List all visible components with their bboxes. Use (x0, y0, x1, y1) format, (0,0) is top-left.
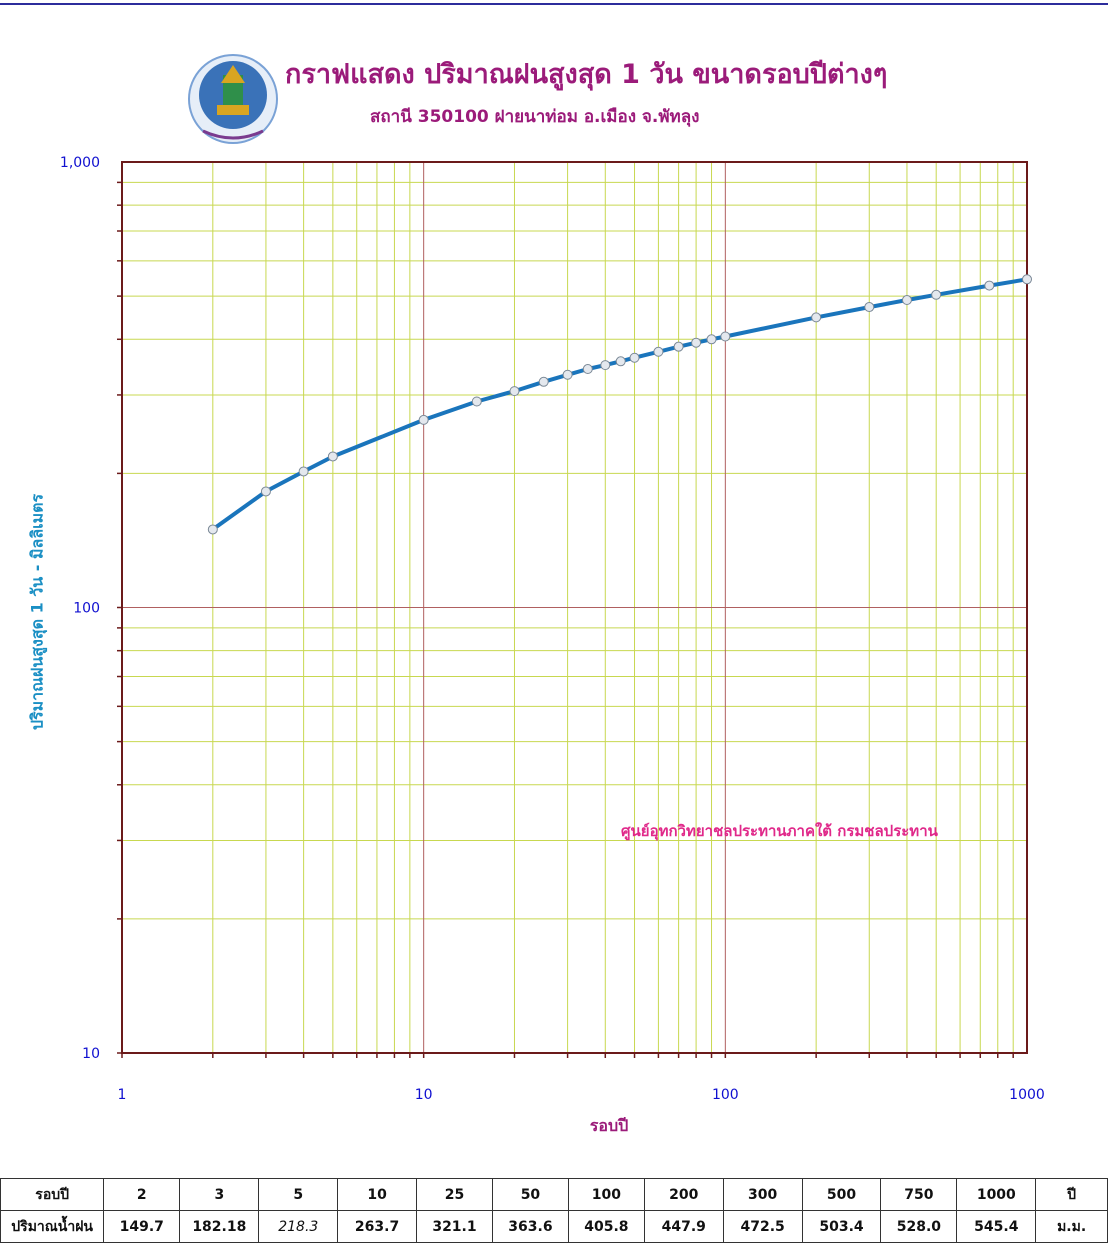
data-point (616, 357, 625, 366)
table-cell: 218.3 (259, 1211, 338, 1243)
data-point (328, 452, 337, 461)
data-point (630, 353, 639, 362)
data-point (261, 487, 270, 496)
table-cell: 3 (180, 1179, 259, 1211)
data-point (539, 377, 548, 386)
data-point (472, 397, 481, 406)
data-point (865, 303, 874, 312)
table-cell: 503.4 (802, 1211, 881, 1243)
return-period-chart: 1 10 100 1000 10 100 1,000 (0, 140, 1108, 1100)
data-point (601, 361, 610, 370)
table-row-rainfall: ปริมาณน้ำฝน 149.7 182.18 218.3 263.7 321.1 363… (1, 1211, 1108, 1243)
top-rule (0, 3, 1108, 5)
table-cell: 1000 (957, 1179, 1036, 1211)
data-point (208, 525, 217, 534)
data-point (419, 415, 428, 424)
table-cell: 300 (723, 1179, 802, 1211)
table-cell: 263.7 (338, 1211, 417, 1243)
data-point (985, 281, 994, 290)
data-point (583, 365, 592, 374)
table-cell: 363.6 (492, 1211, 568, 1243)
table-cell: 2 (104, 1179, 180, 1211)
table-cell: 100 (568, 1179, 644, 1211)
data-point (1023, 275, 1032, 284)
table-cell: 10 (338, 1179, 417, 1211)
table-cell: 182.18 (180, 1211, 259, 1243)
data-point (563, 370, 572, 379)
table-row-header: ปริมาณน้ำฝน (1, 1211, 104, 1243)
table-cell: ม.ม. (1036, 1211, 1108, 1243)
table-cell: 405.8 (568, 1211, 644, 1243)
table-cell: 528.0 (881, 1211, 957, 1243)
x-tick-label: 1 (118, 1087, 127, 1100)
y-axis-label: ปริมาณฝนสูงสุด 1 วัน - มิลลิเมตร (26, 494, 51, 730)
x-tick-label: 10 (415, 1087, 433, 1100)
table-cell: 500 (802, 1179, 881, 1211)
table-cell: ปี (1036, 1179, 1108, 1211)
y-tick-label: 10 (82, 1046, 100, 1062)
data-point (902, 296, 911, 305)
table-cell: 149.7 (104, 1211, 180, 1243)
table-cell: 750 (881, 1179, 957, 1211)
data-point (812, 313, 821, 322)
data-point (299, 467, 308, 476)
data-point (932, 290, 941, 299)
table-cell: 200 (644, 1179, 723, 1211)
table-cell: 472.5 (723, 1211, 802, 1243)
y-tick-label: 100 (73, 601, 100, 617)
chart-title: กราฟแสดง ปริมาณฝนสูงสุด 1 วัน ขนาดรอบปีต… (285, 52, 887, 95)
data-point (510, 387, 519, 396)
table-cell: 545.4 (957, 1211, 1036, 1243)
y-tick-label: 1,000 (60, 155, 100, 171)
x-axis-label: รอบปี (590, 1114, 629, 1139)
table-cell: 321.1 (417, 1211, 493, 1243)
rainfall-curve (213, 279, 1027, 529)
x-tick-label: 1000 (1009, 1087, 1045, 1100)
rid-logo-icon (183, 53, 283, 145)
x-tick-label: 100 (712, 1087, 739, 1100)
table-cell: 50 (492, 1179, 568, 1211)
data-point (674, 342, 683, 351)
return-period-table: รอบปี 2 3 5 10 25 50 100 200 300 500 750 1000 ปี ปริม… (0, 1178, 1108, 1243)
data-point (654, 347, 663, 356)
table-cell: 5 (259, 1179, 338, 1211)
data-point (707, 335, 716, 344)
chart-subtitle: สถานี 350100 ฝายนาท่อม อ.เมือง จ.พัทลุง (370, 103, 699, 130)
table-row-header: รอบปี (1, 1179, 104, 1211)
table-cell: 25 (417, 1179, 493, 1211)
table-cell: 447.9 (644, 1211, 723, 1243)
data-point (692, 338, 701, 347)
data-point (721, 332, 730, 341)
table-row-return-period: รอบปี 2 3 5 10 25 50 100 200 300 500 750 1000 ปี (1, 1179, 1108, 1211)
credit-text: ศูนย์อุทกวิทยาชลประทานภาคใต้ กรมชลประทาน (621, 819, 938, 843)
